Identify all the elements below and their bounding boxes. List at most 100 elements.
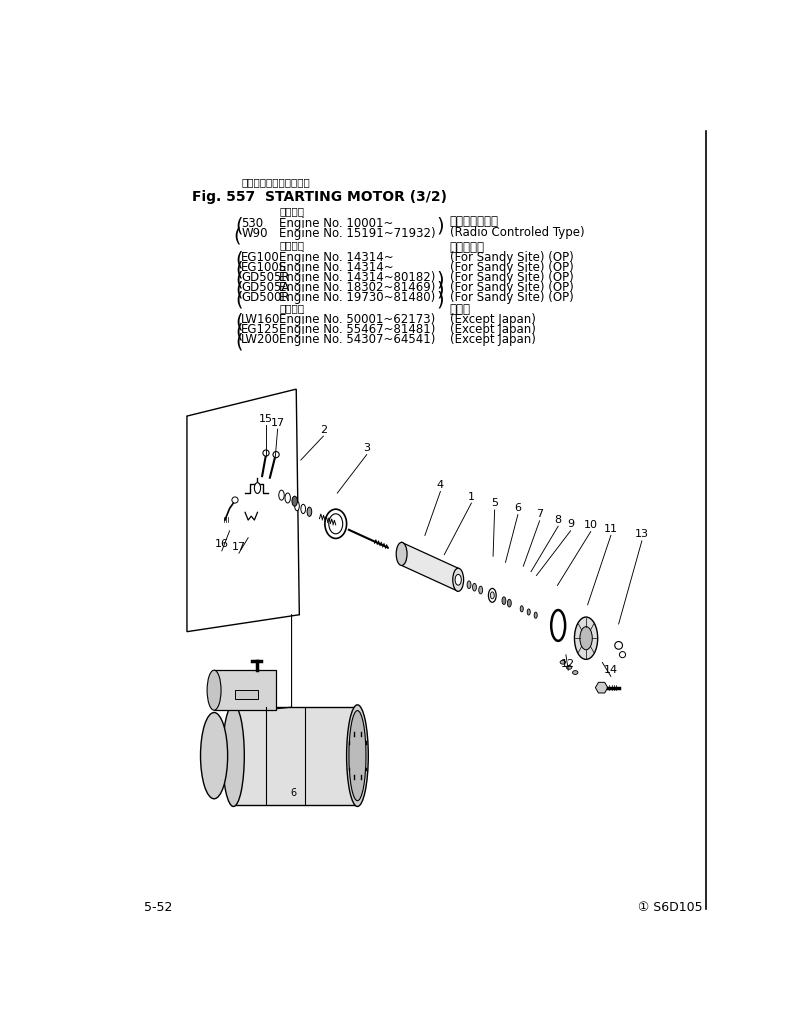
Text: 9: 9	[567, 520, 574, 529]
Text: 11: 11	[604, 524, 618, 534]
Ellipse shape	[295, 501, 300, 510]
Text: (: (	[235, 313, 242, 332]
Text: 6: 6	[290, 788, 297, 799]
Text: (: (	[234, 226, 241, 246]
Bar	[235, 690, 258, 700]
Text: 海外向: 海外向	[450, 303, 471, 316]
Text: 17: 17	[270, 418, 285, 428]
Text: ): )	[436, 281, 444, 299]
Text: 12: 12	[561, 659, 576, 669]
Text: 3: 3	[363, 443, 370, 453]
Ellipse shape	[285, 493, 290, 503]
Text: (: (	[235, 271, 242, 289]
Text: GD500R: GD500R	[241, 290, 289, 304]
Text: EG125: EG125	[241, 323, 280, 335]
Text: (Radio Controled Type): (Radio Controled Type)	[450, 226, 584, 239]
Text: 10: 10	[584, 520, 598, 530]
Text: Engine No. 14314~: Engine No. 14314~	[279, 250, 394, 263]
Ellipse shape	[507, 599, 511, 607]
Text: Engine No. 50001~62173): Engine No. 50001~62173)	[279, 313, 436, 326]
Ellipse shape	[396, 542, 407, 566]
Ellipse shape	[580, 627, 592, 649]
Text: 17: 17	[232, 541, 246, 552]
Ellipse shape	[455, 574, 461, 586]
Text: EG100S: EG100S	[241, 260, 287, 274]
Text: 適用号機: 適用号機	[279, 303, 304, 313]
Ellipse shape	[534, 612, 537, 618]
Text: Fig. 557  STARTING MOTOR (3/2): Fig. 557 STARTING MOTOR (3/2)	[192, 190, 448, 205]
Polygon shape	[234, 707, 358, 805]
Circle shape	[232, 497, 238, 503]
Ellipse shape	[347, 705, 368, 807]
Text: (Except Japan): (Except Japan)	[450, 313, 536, 326]
Text: 4: 4	[436, 480, 444, 490]
Text: 2: 2	[320, 425, 327, 434]
Ellipse shape	[279, 490, 284, 500]
Text: Engine No. 10001~: Engine No. 10001~	[279, 217, 394, 229]
Text: (: (	[235, 323, 242, 342]
Text: (For Sandy Site) (OP): (For Sandy Site) (OP)	[450, 290, 573, 304]
Text: Engine No. 15191~71932): Engine No. 15191~71932)	[279, 226, 436, 240]
Text: 適用号機: 適用号機	[279, 241, 304, 250]
Text: GD505A: GD505A	[241, 281, 289, 293]
Circle shape	[263, 450, 269, 456]
Circle shape	[615, 641, 622, 649]
Ellipse shape	[472, 583, 476, 591]
Text: ): )	[436, 290, 444, 310]
Ellipse shape	[575, 617, 598, 660]
Text: (Except Japan): (Except Japan)	[450, 333, 536, 346]
Text: (: (	[235, 333, 242, 352]
Text: (Except Japan): (Except Japan)	[450, 323, 536, 335]
Text: スターティング　モータ: スターティング モータ	[241, 177, 310, 187]
Text: 5: 5	[491, 498, 498, 508]
Ellipse shape	[453, 568, 463, 592]
Ellipse shape	[566, 666, 572, 669]
Text: 8: 8	[555, 514, 562, 525]
Polygon shape	[401, 542, 458, 592]
Ellipse shape	[349, 711, 366, 801]
Ellipse shape	[527, 609, 530, 615]
Text: LW160: LW160	[241, 313, 281, 326]
Ellipse shape	[207, 670, 221, 710]
Circle shape	[619, 651, 626, 658]
Text: ): )	[436, 271, 444, 289]
Ellipse shape	[479, 587, 483, 594]
Text: 16: 16	[215, 539, 229, 549]
Text: 530: 530	[241, 217, 263, 229]
Ellipse shape	[488, 589, 496, 602]
Ellipse shape	[292, 496, 297, 506]
Ellipse shape	[223, 705, 244, 807]
Ellipse shape	[254, 483, 261, 494]
Ellipse shape	[502, 597, 506, 604]
Polygon shape	[595, 682, 607, 693]
Text: (For Sandy Site) (OP): (For Sandy Site) (OP)	[450, 271, 573, 284]
Ellipse shape	[467, 581, 471, 589]
Ellipse shape	[200, 712, 227, 799]
Text: Engine No. 19730~81480): Engine No. 19730~81480)	[279, 290, 436, 304]
Text: 14: 14	[604, 665, 618, 675]
Ellipse shape	[520, 606, 523, 612]
Text: ): )	[436, 217, 444, 236]
Text: Engine No. 55467~81481): Engine No. 55467~81481)	[279, 323, 436, 335]
Text: 7: 7	[536, 509, 543, 520]
Text: 1: 1	[468, 492, 475, 501]
Ellipse shape	[572, 671, 578, 674]
Text: Engine No. 18302~81469): Engine No. 18302~81469)	[279, 281, 436, 293]
Text: 砂塵地仕様: 砂塵地仕様	[450, 241, 485, 253]
Ellipse shape	[491, 592, 494, 599]
Text: 15: 15	[259, 414, 273, 424]
Text: 適用号機: 適用号機	[279, 207, 304, 217]
Ellipse shape	[301, 504, 305, 513]
Bar	[214, 670, 276, 710]
Text: Engine No. 14314~80182): Engine No. 14314~80182)	[279, 271, 436, 284]
Text: (: (	[235, 217, 242, 236]
Text: Engine No. 14314~: Engine No. 14314~	[279, 260, 394, 274]
Ellipse shape	[560, 661, 565, 664]
Text: ① S6D105: ① S6D105	[638, 901, 703, 914]
Text: (For Sandy Site) (OP): (For Sandy Site) (OP)	[450, 281, 573, 293]
Text: 13: 13	[635, 529, 649, 539]
Text: (For Sandy Site) (OP): (For Sandy Site) (OP)	[450, 250, 573, 263]
Text: (: (	[235, 281, 242, 299]
Text: (: (	[235, 290, 242, 310]
Text: EG100: EG100	[241, 250, 280, 263]
